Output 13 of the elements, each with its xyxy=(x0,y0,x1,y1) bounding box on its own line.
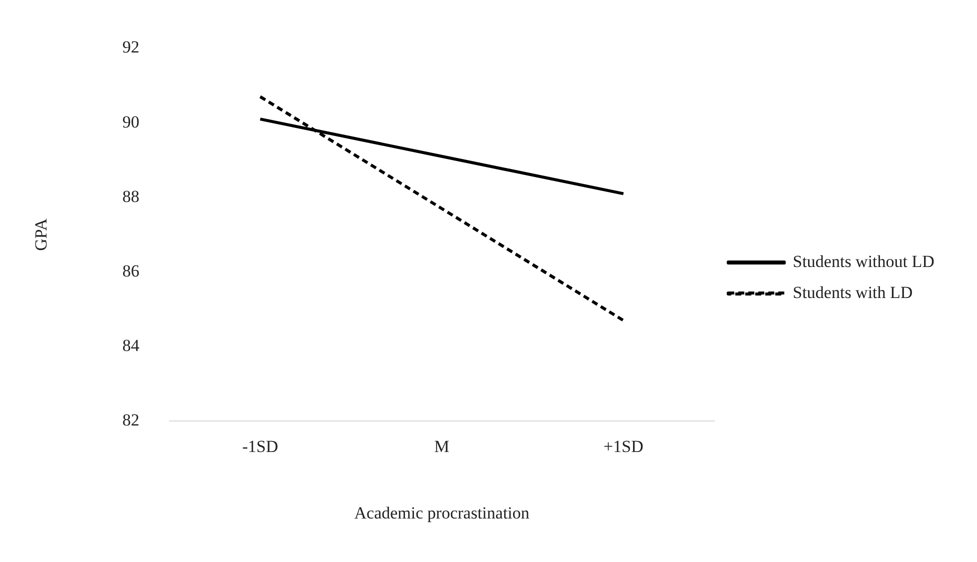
y-axis-title: GPA xyxy=(32,218,51,251)
x-axis-title: Academic procrastination xyxy=(354,503,530,522)
y-tick-label: 84 xyxy=(122,336,140,356)
y-tick-label: 92 xyxy=(122,38,140,57)
y-tick-label: 88 xyxy=(122,186,140,206)
legend-label: Students with LD xyxy=(792,282,913,302)
x-tick-label: M xyxy=(434,436,450,456)
y-tick-label: 90 xyxy=(122,112,140,132)
y-tick-label: 82 xyxy=(122,410,140,430)
x-tick-label: -1SD xyxy=(242,436,278,456)
legend-label: Students without LD xyxy=(792,252,934,271)
x-tick-label: +1SD xyxy=(604,436,644,456)
y-tick-label: 86 xyxy=(122,261,140,280)
